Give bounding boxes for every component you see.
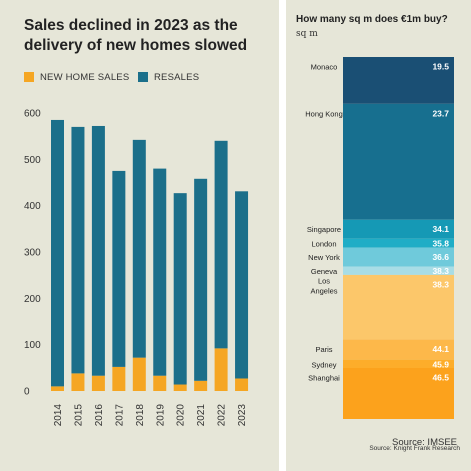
left-chart-title: Sales declined in 2023 as the delivery o…: [24, 17, 248, 54]
legend-item-new-home-sales: NEW HOME SALES: [24, 70, 129, 84]
legend-label-new-home-sales: NEW HOME SALES: [40, 71, 130, 83]
value-label-geneva: 38.3: [432, 266, 449, 276]
x-tick-label: 2023: [237, 404, 248, 427]
city-label-london: London: [311, 240, 336, 249]
bar-los-angeles: [343, 274, 454, 340]
value-label-shanghai: 46.5: [432, 373, 449, 383]
value-label-new-york: 36.6: [432, 252, 449, 262]
bar-resales-2022: [214, 140, 228, 349]
city-label-new-york: New York: [308, 253, 340, 262]
bar-new-home-sales-2017: [112, 366, 126, 391]
y-tick-label: 500: [24, 155, 41, 166]
x-tick-label: 2019: [155, 404, 166, 427]
bar-singapore: [343, 219, 454, 239]
legend-item-resales: RESALES: [138, 70, 199, 84]
city-label-singapore: Singapore: [307, 225, 341, 234]
bar-new-home-sales-2020: [173, 384, 187, 391]
bar-paris: [343, 339, 454, 360]
value-label-monaco: 19.5: [432, 62, 449, 72]
city-label-los: Los: [318, 276, 330, 285]
bar-new-home-sales-2018: [132, 357, 146, 391]
bar-resales-2016: [91, 125, 105, 376]
value-label-paris: 44.1: [432, 344, 449, 354]
bar-geneva: [343, 266, 454, 275]
bar-resales-2021: [194, 178, 208, 381]
bar-shanghai: [343, 368, 454, 419]
city-label-angeles: Angeles: [310, 286, 337, 295]
city-label-geneva: Geneva: [311, 267, 338, 276]
legend-swatch-new-home-sales: [24, 72, 34, 82]
bar-resales-2023: [235, 191, 249, 379]
right-chart-source: Source: Knight Frank Research: [369, 445, 460, 452]
bar-resales-2014: [51, 119, 64, 387]
bar-new-home-sales-2015: [71, 373, 85, 391]
bar-london: [343, 238, 454, 248]
bar-monaco: [343, 57, 454, 104]
value-label-london: 35.8: [432, 239, 449, 249]
bar-resales-2018: [132, 139, 146, 358]
bar-new-home-sales-2016: [91, 375, 105, 391]
value-label-sydney: 45.9: [432, 359, 449, 369]
x-tick-label: 2014: [53, 404, 64, 427]
x-tick-label: 2022: [217, 404, 228, 427]
bar-resales-2020: [173, 193, 187, 385]
x-tick-label: 2021: [196, 404, 207, 427]
x-tick-label: 2017: [114, 404, 125, 427]
y-tick-label: 600: [24, 109, 41, 120]
value-label-hong-kong: 23.7: [432, 108, 449, 118]
x-tick-label: 2015: [73, 404, 84, 427]
bar-resales-2017: [112, 170, 126, 367]
bar-sydney: [343, 359, 454, 368]
x-tick-label: 2018: [135, 404, 146, 427]
city-label-sydney: Sydney: [311, 360, 336, 369]
bar-resales-2015: [71, 126, 85, 374]
city-label-monaco: Monaco: [311, 63, 338, 72]
x-tick-label: 2016: [94, 404, 105, 427]
x-tick-label: 2020: [176, 404, 187, 427]
bar-new-home-sales-2019: [153, 375, 167, 391]
bar-new-home-sales-2023: [235, 378, 249, 391]
right-chart-subtitle: sq m: [296, 29, 318, 39]
value-label-singapore: 34.1: [432, 224, 449, 234]
value-label-los-angeles: 38.3: [432, 279, 449, 289]
y-tick-label: 400: [24, 201, 41, 212]
right-chart-title: How many sq m does €1m buy?: [296, 14, 448, 25]
city-label-hong-kong: Hong Kong: [305, 109, 343, 118]
y-tick-label: 200: [24, 294, 41, 305]
bar-hong-kong: [343, 103, 454, 220]
left-chart-source: Source: IMSEE: [392, 437, 457, 448]
bar-new-home-sales-2021: [194, 380, 208, 391]
bar-new-home-sales-2022: [214, 348, 228, 391]
stacked-bar-chart: 0 100 200 300 400 500 600 2014 2015 2016 2017 2018 2…: [24, 109, 249, 427]
bar-new-york: [343, 247, 454, 267]
legend-swatch-resales: [138, 72, 148, 82]
y-tick-label: 100: [24, 340, 41, 351]
bar-resales-2019: [153, 168, 167, 376]
legend-label-resales: RESALES: [154, 71, 200, 83]
y-tick-label: 0: [24, 387, 30, 398]
city-label-paris: Paris: [315, 345, 332, 354]
y-tick-label: 300: [24, 248, 41, 259]
bar-new-home-sales-2014: [51, 386, 64, 391]
city-label-shanghai: Shanghai: [308, 374, 340, 383]
